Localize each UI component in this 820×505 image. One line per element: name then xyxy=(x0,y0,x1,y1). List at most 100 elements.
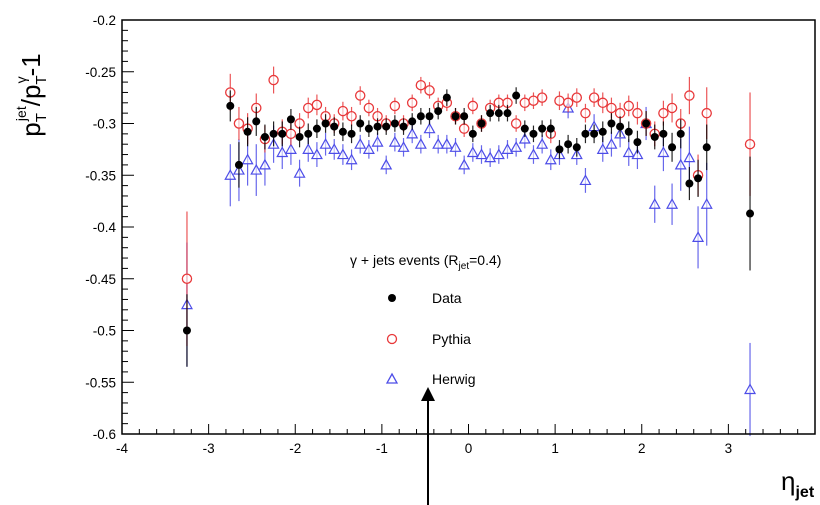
data-point-data xyxy=(572,143,581,152)
data-point-data xyxy=(364,124,373,133)
data-point-pythia xyxy=(658,107,669,119)
data-point-herwig xyxy=(510,141,523,152)
x-tick-label: 2 xyxy=(638,441,646,456)
data-point-herwig xyxy=(501,143,514,154)
data-point-pythia xyxy=(363,102,375,114)
data-point-herwig xyxy=(397,141,410,152)
data-point-herwig xyxy=(579,174,592,186)
data-point-data xyxy=(538,124,547,133)
legend-marker-pythia xyxy=(386,333,398,345)
data-point-data xyxy=(252,117,261,126)
y-tick-label: -0.25 xyxy=(85,65,116,80)
data-point-data xyxy=(650,132,659,141)
data-point-data xyxy=(598,127,607,136)
data-point-pythia xyxy=(337,105,349,117)
data-point-data xyxy=(702,143,711,152)
x-axis-label: ηjet xyxy=(781,466,815,501)
data-point-data xyxy=(226,101,235,110)
data-point-pythia xyxy=(580,107,591,119)
legend-title-sub: jet xyxy=(458,261,470,272)
legend-title-post: =0.4) xyxy=(469,252,501,268)
data-point-pythia xyxy=(562,97,574,109)
y-axis-label: pTjet/pTγ-1 xyxy=(13,53,50,136)
data-point-data xyxy=(182,326,191,335)
axes-layer: -4 -3 -2 -1 0 1 2 3 -0.2 -0.25 -0.3 -0.35 -0.4 -0.45 -… xyxy=(85,13,816,456)
data-point-data xyxy=(347,129,356,138)
data-point-data xyxy=(295,132,304,141)
x-tick-label: -4 xyxy=(116,441,128,456)
data-point-herwig xyxy=(276,146,289,158)
data-point-herwig xyxy=(293,166,306,178)
data-point-herwig xyxy=(241,153,254,165)
y-tick-label: -0.35 xyxy=(85,168,116,183)
data-point-data xyxy=(503,109,512,118)
data-point-pythia xyxy=(415,79,427,91)
annotation-arrow-head xyxy=(421,387,435,401)
plot-area: -4 -3 -2 -1 0 1 2 3 -0.2 -0.25 -0.3 -0.35 -0.4 -0.45 -… xyxy=(85,13,816,456)
data-point-herwig xyxy=(544,153,557,165)
data-point-data xyxy=(512,91,521,100)
legend-label-data: Data xyxy=(432,290,462,306)
data-point-pythia xyxy=(354,90,366,101)
data-point-herwig xyxy=(440,137,453,149)
y-tick-label: -0.55 xyxy=(85,375,116,390)
legend-marker-data xyxy=(388,294,396,302)
data-point-pythia xyxy=(597,97,609,109)
data-point-pythia xyxy=(571,92,583,103)
data-point-herwig xyxy=(536,137,549,149)
x-tick-label: 0 xyxy=(465,441,473,456)
data-point-pythia xyxy=(302,102,314,114)
data-point-data xyxy=(425,112,434,121)
data-point-herwig xyxy=(362,143,375,154)
data-point-pythia xyxy=(285,128,297,140)
data-point-pythia xyxy=(519,97,531,109)
y-axis-label-sup1: jet xyxy=(13,106,29,122)
data-point-herwig xyxy=(423,122,436,134)
data-point-pythia xyxy=(684,90,695,101)
annotation-arrow xyxy=(421,387,435,505)
data-point-herwig xyxy=(302,143,315,154)
data-point-data xyxy=(442,93,451,102)
y-tick-label: -0.5 xyxy=(93,324,116,339)
data-point-herwig xyxy=(406,127,419,139)
data-point-data xyxy=(477,119,486,128)
data-point-pythia xyxy=(424,85,435,96)
data-point-pythia xyxy=(311,99,323,111)
y-axis-label-p: p xyxy=(16,122,46,136)
data-point-herwig xyxy=(284,143,297,154)
data-point-herwig xyxy=(666,197,679,209)
data-point-data xyxy=(564,140,573,149)
x-tick-label: -3 xyxy=(203,441,215,456)
data-point-data xyxy=(607,119,616,128)
data-point-data xyxy=(434,107,443,116)
data-point-data xyxy=(321,119,330,128)
y-tick-label: -0.2 xyxy=(93,13,116,28)
data-point-data xyxy=(694,174,703,183)
data-point-herwig xyxy=(631,148,644,160)
data-point-data xyxy=(581,129,590,138)
y-tick-label: -0.45 xyxy=(85,272,116,287)
data-point-data xyxy=(286,115,295,124)
data-point-data xyxy=(590,129,599,138)
data-point-data xyxy=(624,127,633,136)
data-point-data xyxy=(555,145,564,154)
legend-label-pythia: Pythia xyxy=(432,331,471,347)
data-point-data xyxy=(659,129,668,138)
data-point-herwig xyxy=(700,197,713,209)
data-point-data xyxy=(338,127,347,136)
y-axis-label-tail: -1 xyxy=(16,53,46,76)
data-point-pythia xyxy=(536,92,548,103)
x-axis-label-sub: jet xyxy=(794,484,814,501)
data-point-herwig xyxy=(527,148,540,160)
y-axis-label-sub1: T xyxy=(33,113,50,122)
y-tick-label: -0.3 xyxy=(93,117,116,132)
data-point-data xyxy=(468,129,477,138)
data-point-herwig xyxy=(250,163,263,175)
data-point-data xyxy=(278,129,287,138)
data-point-herwig xyxy=(432,137,445,149)
data-point-data xyxy=(416,112,425,121)
data-point-herwig xyxy=(319,137,332,149)
data-point-herwig xyxy=(596,143,609,154)
data-point-data xyxy=(243,127,252,136)
